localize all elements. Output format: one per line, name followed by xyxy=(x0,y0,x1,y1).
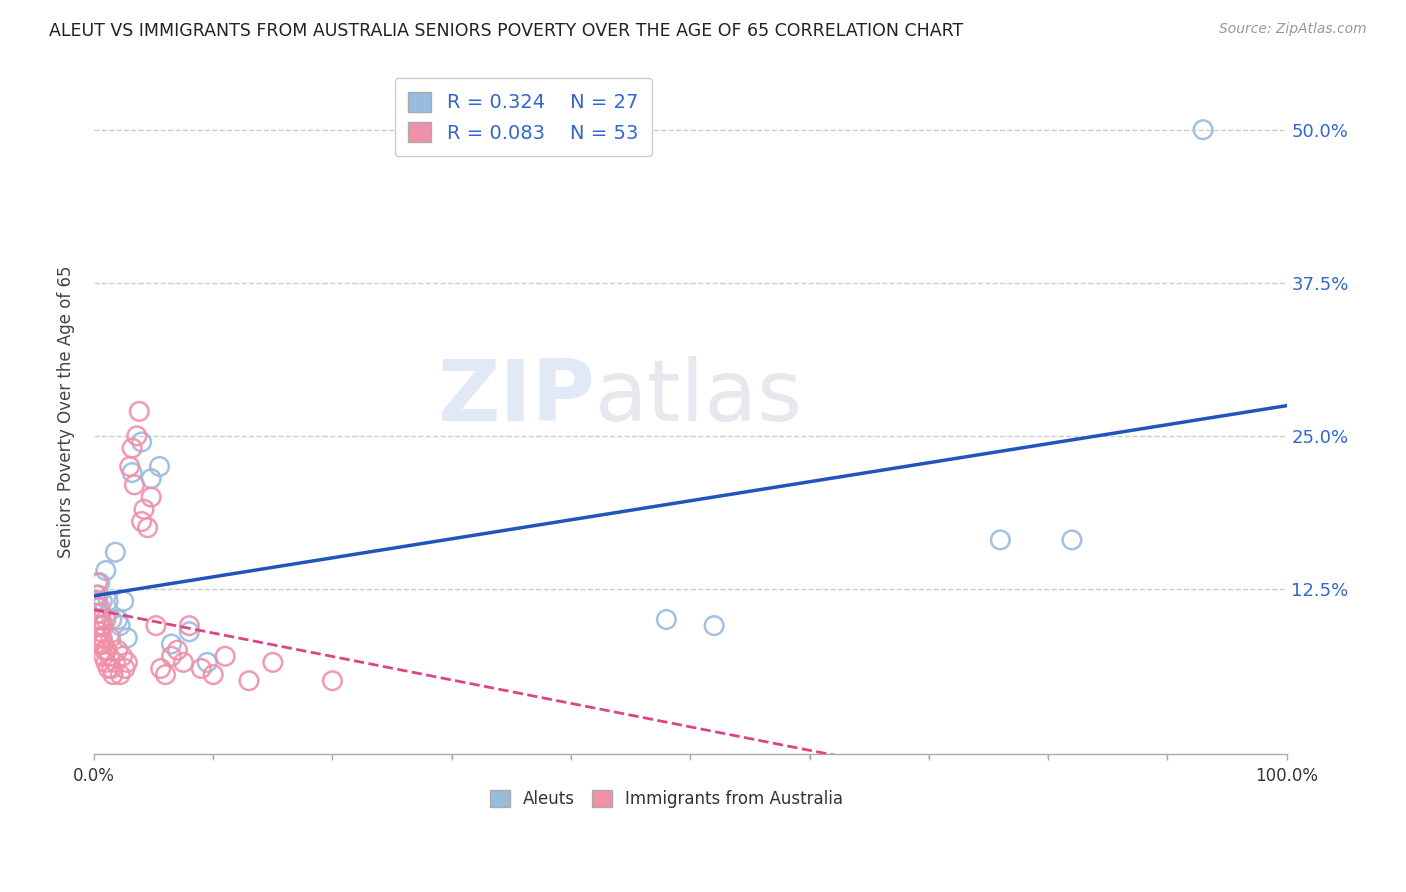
Point xyxy=(98,649,121,664)
Point xyxy=(90,613,112,627)
Point xyxy=(1060,533,1083,547)
Point xyxy=(86,575,108,590)
Text: ZIP: ZIP xyxy=(437,356,595,439)
Point xyxy=(121,466,143,480)
Point xyxy=(111,649,134,664)
Legend: Aleuts, Immigrants from Australia: Aleuts, Immigrants from Australia xyxy=(484,783,849,814)
Point xyxy=(655,613,678,627)
Point xyxy=(87,607,110,621)
Point xyxy=(94,656,117,670)
Point xyxy=(90,637,112,651)
Point xyxy=(179,618,201,632)
Point xyxy=(114,661,136,675)
Point xyxy=(141,490,163,504)
Point xyxy=(112,594,135,608)
Point xyxy=(131,515,153,529)
Point xyxy=(107,613,129,627)
Point xyxy=(93,643,115,657)
Point xyxy=(91,631,114,645)
Point xyxy=(91,618,114,632)
Point xyxy=(100,631,122,645)
Point xyxy=(86,631,108,645)
Point xyxy=(703,618,725,632)
Point xyxy=(94,564,117,578)
Point xyxy=(214,649,236,664)
Point xyxy=(90,618,112,632)
Point xyxy=(86,613,108,627)
Point xyxy=(131,434,153,449)
Point xyxy=(190,661,212,675)
Point xyxy=(97,661,120,675)
Point xyxy=(90,607,112,621)
Point xyxy=(108,618,131,632)
Point xyxy=(1192,122,1215,136)
Point xyxy=(87,637,110,651)
Point xyxy=(91,594,114,608)
Point xyxy=(108,667,131,681)
Point xyxy=(149,661,172,675)
Point xyxy=(86,600,108,615)
Point xyxy=(238,673,260,688)
Point xyxy=(262,656,284,670)
Point xyxy=(89,575,111,590)
Point xyxy=(94,613,117,627)
Point xyxy=(101,613,124,627)
Point xyxy=(96,643,118,657)
Point xyxy=(136,521,159,535)
Point xyxy=(97,594,120,608)
Point xyxy=(87,588,110,602)
Text: atlas: atlas xyxy=(595,356,803,439)
Y-axis label: Seniors Poverty Over the Age of 65: Seniors Poverty Over the Age of 65 xyxy=(58,265,75,558)
Point xyxy=(93,618,115,632)
Point xyxy=(202,667,225,681)
Point xyxy=(117,631,139,645)
Point xyxy=(104,656,127,670)
Point xyxy=(93,649,115,664)
Point xyxy=(86,594,108,608)
Point xyxy=(148,459,170,474)
Text: ALEUT VS IMMIGRANTS FROM AUSTRALIA SENIORS POVERTY OVER THE AGE OF 65 CORRELATIO: ALEUT VS IMMIGRANTS FROM AUSTRALIA SENIO… xyxy=(49,22,963,40)
Point xyxy=(321,673,343,688)
Point xyxy=(160,649,183,664)
Point xyxy=(128,404,150,418)
Point xyxy=(179,624,201,639)
Point xyxy=(117,656,139,670)
Point xyxy=(172,656,194,670)
Point xyxy=(107,643,129,657)
Point xyxy=(121,441,143,455)
Point xyxy=(988,533,1011,547)
Point xyxy=(132,502,155,516)
Point xyxy=(118,459,141,474)
Point xyxy=(155,667,177,681)
Point xyxy=(141,472,163,486)
Point xyxy=(101,667,124,681)
Point xyxy=(145,618,167,632)
Point xyxy=(93,637,115,651)
Point xyxy=(89,600,111,615)
Point xyxy=(104,545,127,559)
Point xyxy=(160,637,183,651)
Point xyxy=(101,661,124,675)
Point xyxy=(124,478,146,492)
Point xyxy=(166,643,188,657)
Point xyxy=(125,429,148,443)
Point xyxy=(89,624,111,639)
Point xyxy=(86,588,108,602)
Point xyxy=(195,656,218,670)
Text: Source: ZipAtlas.com: Source: ZipAtlas.com xyxy=(1219,22,1367,37)
Point xyxy=(89,613,111,627)
